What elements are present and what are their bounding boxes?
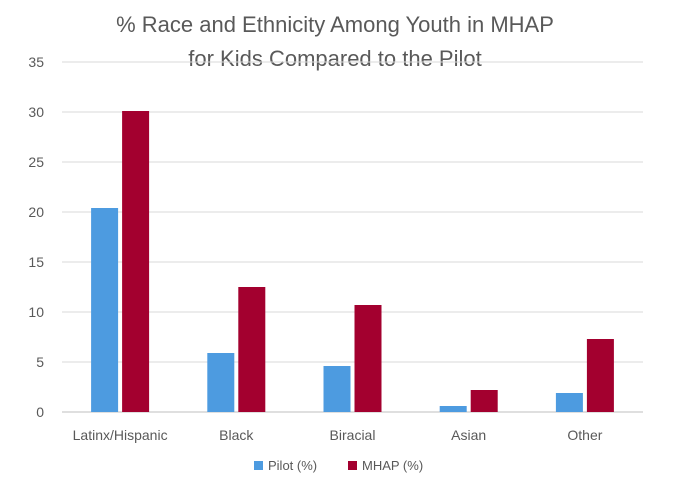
bar-mhap-latinx-hispanic [122, 111, 150, 412]
legend-label-pilot: Pilot (%) [268, 458, 317, 473]
chart-title: % Race and Ethnicity Among Youth in MHAP… [116, 12, 554, 71]
legend-label-mhap: MHAP (%) [362, 458, 423, 473]
x-category-label: Biracial [330, 427, 376, 443]
y-axis-tick-labels: 0 5 10 15 20 25 30 35 [28, 54, 44, 420]
bar-pilot-black [207, 353, 235, 412]
bar-mhap-other [586, 339, 614, 412]
y-tick-label: 25 [28, 154, 44, 170]
bar-mhap-asian [470, 390, 498, 412]
x-category-label: Latinx/Hispanic [73, 427, 168, 443]
chart-title-line-2: for Kids Compared to the Pilot [188, 46, 481, 71]
y-tick-label: 15 [28, 254, 44, 270]
bar-pilot-asian [439, 406, 467, 412]
y-tick-label: 35 [28, 54, 44, 70]
gridlines [62, 61, 643, 413]
y-tick-label: 10 [28, 304, 44, 320]
legend-swatch-mhap [348, 461, 357, 470]
bar-pilot-other [555, 393, 583, 412]
bars [91, 111, 614, 412]
x-category-label: Other [567, 427, 602, 443]
legend: Pilot (%) MHAP (%) [254, 458, 423, 473]
y-tick-label: 5 [36, 354, 44, 370]
bar-mhap-black [238, 287, 266, 412]
x-axis-category-labels: Latinx/Hispanic Black Biracial Asian Other [73, 427, 603, 443]
chart-title-line-1: % Race and Ethnicity Among Youth in MHAP [116, 12, 554, 37]
bar-pilot-biracial [323, 366, 351, 412]
legend-swatch-pilot [254, 461, 263, 470]
bar-mhap-biracial [354, 305, 382, 412]
bar-pilot-latinx-hispanic [91, 208, 119, 412]
y-tick-label: 0 [36, 404, 44, 420]
x-category-label: Asian [451, 427, 486, 443]
x-category-label: Black [219, 427, 254, 443]
y-tick-label: 30 [28, 104, 44, 120]
y-tick-label: 20 [28, 204, 44, 220]
